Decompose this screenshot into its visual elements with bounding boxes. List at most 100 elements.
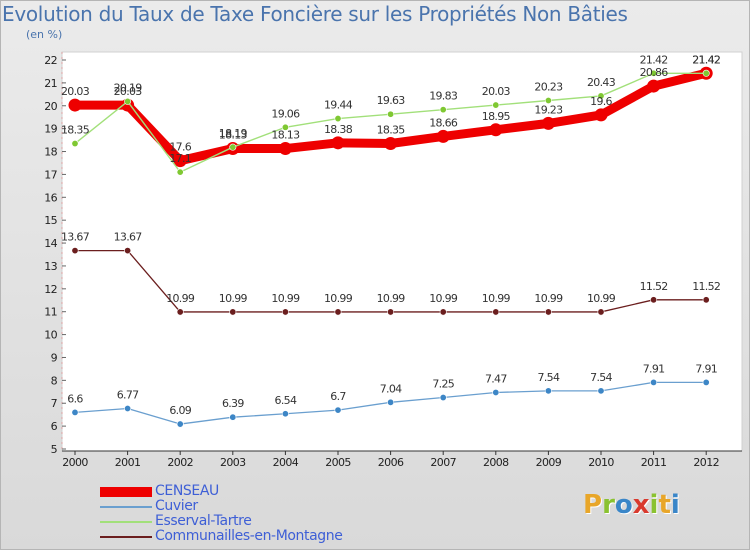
y-tick-label: 12 — [44, 283, 57, 296]
data-label-esserval-tartre: 19.06 — [271, 107, 300, 120]
data-label-esserval-tartre: 21.42 — [640, 53, 668, 66]
data-label-esserval-tartre: 20.43 — [587, 76, 616, 89]
x-tick-label: 2003 — [220, 456, 246, 469]
x-tick-label: 2009 — [536, 456, 562, 469]
data-label-communailles-en-montagne: 10.99 — [429, 292, 458, 305]
data-point-esserval-tartre — [702, 69, 710, 77]
data-label-cuvier: 7.54 — [590, 371, 612, 384]
data-point-cuvier — [439, 394, 447, 402]
data-label-communailles-en-montagne: 10.99 — [219, 292, 248, 305]
data-label-esserval-tartre: 19.83 — [429, 90, 458, 103]
data-label-cuvier: 6.39 — [222, 397, 244, 410]
data-label-cuvier: 6.09 — [169, 404, 191, 417]
data-point-cuvier — [650, 378, 658, 386]
data-label-esserval-tartre: 18.35 — [61, 124, 90, 137]
data-point-communailles-en-montagne — [281, 308, 289, 316]
brand-letter: r — [602, 490, 615, 520]
data-label-censeau: 19.6 — [590, 95, 612, 108]
data-label-communailles-en-montagne: 10.99 — [534, 292, 563, 305]
data-point-cuvier — [334, 406, 342, 414]
data-point-communailles-en-montagne — [334, 308, 342, 316]
y-tick-label: 8 — [51, 374, 58, 387]
x-tick-label: 2005 — [325, 456, 351, 469]
data-point-esserval-tartre — [544, 97, 552, 105]
data-label-censeau: 18.13 — [219, 129, 248, 142]
data-label-cuvier: 6.54 — [275, 394, 297, 407]
y-tick-label: 18 — [44, 146, 57, 159]
data-point-esserval-tartre — [71, 140, 79, 148]
y-tick-label: 10 — [44, 329, 57, 342]
brand-letter: P — [583, 490, 603, 520]
legend-swatch-communailles — [100, 535, 152, 538]
data-label-censeau: 19.23 — [534, 103, 563, 116]
y-tick-label: 7 — [51, 397, 58, 410]
data-label-cuvier: 7.25 — [432, 378, 454, 391]
data-label-censeau: 20.03 — [61, 85, 90, 98]
data-point-esserval-tartre — [124, 97, 132, 105]
data-label-cuvier: 7.04 — [380, 382, 402, 395]
legend-label-esserval-tartre: Esserval-Tartre — [155, 513, 252, 529]
brand-letter: i — [670, 490, 680, 520]
brand-letter: i — [649, 490, 659, 520]
legend-swatch-esserval-tartre — [100, 520, 152, 523]
data-label-communailles-en-montagne: 10.99 — [324, 292, 353, 305]
data-label-cuvier: 7.47 — [485, 372, 507, 385]
data-label-censeau: 18.38 — [324, 123, 353, 136]
brand-letter: x — [632, 490, 650, 520]
data-label-esserval-tartre: 21.42 — [692, 53, 720, 66]
x-tick-label: 2004 — [273, 456, 299, 469]
data-label-esserval-tartre: 20.03 — [482, 85, 511, 98]
data-label-communailles-en-montagne: 10.99 — [166, 292, 195, 305]
legend-label-censeau: CENSEAU — [155, 483, 219, 499]
data-point-censeau — [594, 108, 608, 122]
legend-swatch-censeau — [100, 486, 152, 497]
data-point-censeau — [489, 123, 503, 137]
x-tick-label: 2006 — [378, 456, 404, 469]
data-label-esserval-tartre: 17.1 — [169, 152, 191, 165]
y-tick-label: 16 — [44, 191, 57, 204]
data-point-cuvier — [176, 420, 184, 428]
data-label-esserval-tartre: 18.19 — [219, 127, 248, 140]
data-point-censeau — [331, 136, 345, 150]
data-label-censeau: 18.35 — [377, 124, 406, 137]
data-label-cuvier: 6.6 — [67, 392, 83, 405]
data-label-cuvier: 7.91 — [695, 362, 717, 375]
data-label-censeau: 18.95 — [482, 110, 511, 123]
x-tick-label: 2011 — [641, 456, 667, 469]
x-tick-label: 2012 — [693, 456, 719, 469]
brand-letter: t — [658, 490, 671, 520]
y-tick-label: 13 — [44, 260, 57, 273]
data-point-cuvier — [229, 413, 237, 421]
data-point-communailles-en-montagne — [71, 247, 79, 255]
data-point-esserval-tartre — [439, 106, 447, 114]
legend-label-communailles: Communailles-en-Montagne — [155, 528, 343, 544]
x-tick-label: 2007 — [430, 456, 456, 469]
data-label-censeau: 18.13 — [271, 129, 300, 142]
data-label-communailles-en-montagne: 10.99 — [587, 292, 616, 305]
data-point-censeau — [278, 142, 292, 156]
x-tick-label: 2001 — [115, 456, 141, 469]
data-point-cuvier — [544, 387, 552, 395]
data-point-cuvier — [281, 410, 289, 418]
data-point-censeau — [541, 116, 555, 130]
data-point-esserval-tartre — [597, 92, 605, 100]
data-point-esserval-tartre — [387, 110, 395, 118]
brand-letter: o — [614, 490, 633, 520]
y-tick-label: 15 — [44, 214, 57, 227]
y-tick-label: 19 — [44, 123, 57, 136]
data-label-censeau: 20.03 — [114, 85, 143, 98]
data-point-censeau — [68, 98, 82, 112]
x-tick-label: 2002 — [167, 456, 193, 469]
data-point-communailles-en-montagne — [544, 308, 552, 316]
data-label-censeau: 20.86 — [640, 66, 669, 79]
data-point-communailles-en-montagne — [492, 308, 500, 316]
data-label-cuvier: 7.91 — [643, 362, 665, 375]
x-tick-label: 2010 — [588, 456, 614, 469]
data-point-esserval-tartre — [176, 168, 184, 176]
data-point-esserval-tartre — [229, 143, 237, 151]
data-point-cuvier — [124, 404, 132, 412]
data-label-censeau: 18.66 — [429, 116, 458, 129]
data-label-communailles-en-montagne: 11.52 — [692, 280, 720, 293]
x-tick-label: 2000 — [62, 456, 88, 469]
